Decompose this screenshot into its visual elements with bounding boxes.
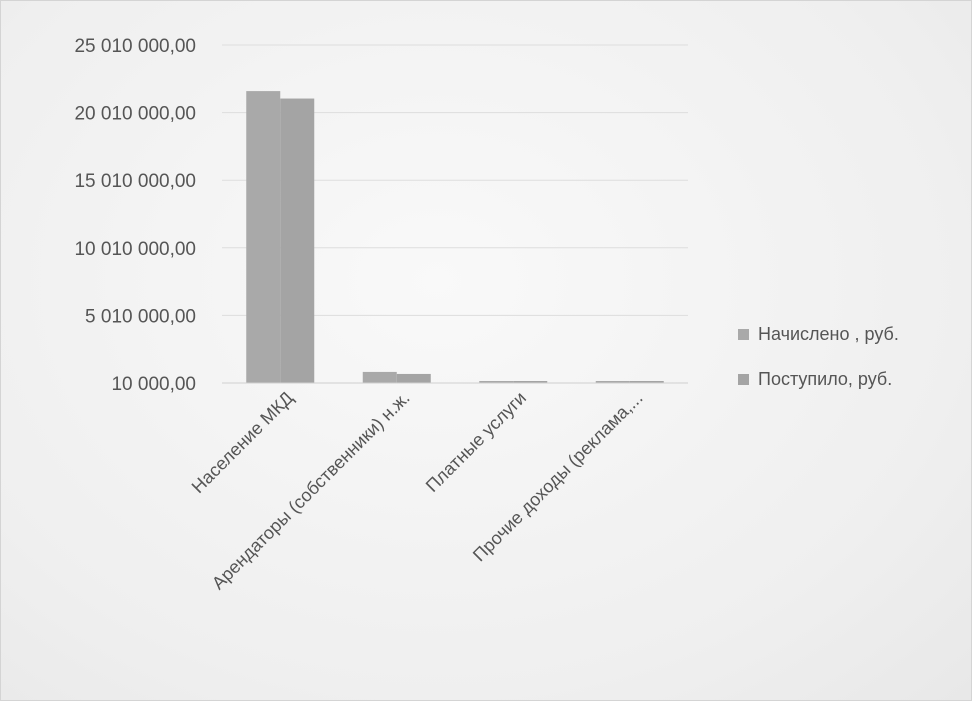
bar-nachisleno-0 [246,91,281,383]
bar-postupilo-2 [513,381,548,383]
bar-postupilo-0 [280,98,315,384]
legend-swatch [738,329,749,340]
y-tick-label: 25 010 000,00 [74,36,196,57]
y-tick-label: 10 000,00 [111,374,196,395]
y-tick-label: 10 010 000,00 [74,239,196,260]
x-category-label: Арендаторы (собственники) н.ж. [208,388,414,594]
bar-nachisleno-3 [595,381,630,383]
legend-label: Поступило, руб. [758,369,892,389]
bars [246,91,664,384]
y-tick-label: 5 010 000,00 [85,306,196,327]
legend-label: Начислено , руб. [758,324,899,344]
x-category-label: Население МКД [188,388,297,497]
y-axis-tick-labels: 10 000,00 5 010 000,00 10 010 000,00 15 010… [74,36,196,395]
y-tick-label: 15 010 000,00 [74,171,196,192]
bar-postupilo-3 [629,381,664,383]
x-category-label: Платные услуги [422,388,530,496]
legend: Начислено , руб. Поступило, руб. [738,324,899,389]
bar-nachisleno-1 [362,371,397,383]
legend-swatch [738,374,749,385]
bar-nachisleno-2 [479,381,514,383]
y-tick-label: 20 010 000,00 [74,104,196,125]
bar-postupilo-1 [396,373,431,383]
